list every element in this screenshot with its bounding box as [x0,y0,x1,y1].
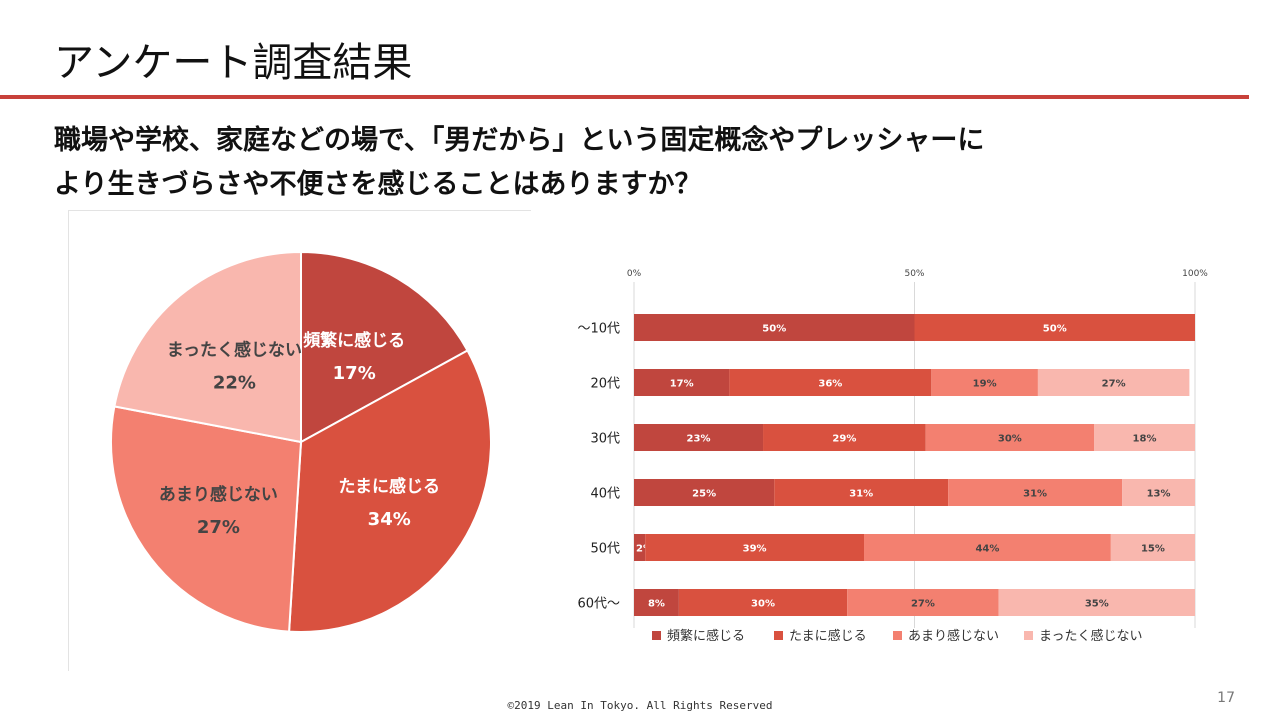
question-line-2: より生きづらさや不便さを感じることはありますか？ [54,169,702,200]
y-category-label: 20代 [590,377,620,392]
y-category-label: 40代 [590,487,620,502]
pie-slice-value-2: 34% [368,509,411,530]
pie-slice-label-4: まったく感じない [167,339,302,360]
legend-label: 頻繁に感じる [667,628,745,644]
y-category-label: 30代 [590,432,620,447]
legend-swatch [652,631,661,640]
bar-data-label: 27% [911,599,935,610]
bar-segment [914,314,1195,341]
bar-data-label: 50% [762,324,786,335]
legend-label: あまり感じない [908,628,999,644]
bar-segment [634,424,764,451]
pie-slice-value-4: 22% [213,372,256,393]
bar-segment [847,589,999,616]
copyright-footer: ©2019 Lean In Tokyo. All Rights Reserved [507,699,773,712]
legend-label: たまに感じる [789,628,867,644]
slide-title: アンケート調査結果 [54,40,413,86]
bar-segment [774,479,949,506]
bar-data-label: 50% [1043,324,1067,335]
bar-segment [1122,479,1195,506]
pie-slice-value-1: 17% [333,363,376,384]
bar-data-label: 30% [751,599,775,610]
bar-segment [729,369,932,396]
bar-segment [634,369,730,396]
bar-segment [925,424,1095,451]
bar-data-label: 23% [687,434,711,445]
pie-chart: 頻繁に感じる 17% たまに感じる 34% あまり感じない 27% まったく感じない 22% [110,250,492,633]
bar-data-label: 36% [818,379,842,390]
pie-slice-3 [110,405,303,633]
legend-swatch [1024,631,1033,640]
bar-data-label: 17% [670,379,694,390]
legend-swatch [774,631,783,640]
x-tick-label: 50% [904,269,924,279]
pie-slice-4 [113,250,302,444]
bar-data-label: 13% [1147,489,1171,500]
bar-segment [948,479,1123,506]
question-line-1: 職場や学校、家庭などの場で、「男だから」という固定概念やプレッシャーに [54,125,985,156]
pie-slice-1 [300,250,469,444]
bar-data-label: 15% [1141,544,1165,555]
bar-segment [678,589,848,616]
bar-segment [1037,369,1190,396]
bar-data-label: 25% [692,489,716,500]
bar-data-label: 29% [832,434,856,445]
bar-segment [763,424,926,451]
pie-slice-2 [288,349,492,633]
bar-segment [1094,424,1195,451]
x-tick-label: 100% [1182,269,1208,279]
pie-chart-panel: 頻繁に感じる 17% たまに感じる 34% あまり感じない 27% まったく感じない 22% [68,210,531,671]
bar-segment [634,479,775,506]
pie-slice-value-3: 27% [197,517,240,538]
bar-data-label: 8% [648,599,665,610]
bar-data-label: 2% [636,544,653,555]
title-divider [0,95,1249,99]
bar-segment [998,589,1195,616]
bar-segment [634,589,679,616]
pie-slice-label-1: 頻繁に感じる [302,330,405,351]
bar-data-label: 39% [743,544,767,555]
stacked-bar-chart: 0% 50% 100% ～10代 50% 50% 20代 17% 36% 19% 27% 30代 23%… [577,269,1208,644]
legend-label: まったく感じない [1039,628,1142,644]
bar-data-label: 35% [1085,599,1109,610]
bar-data-label: 30% [998,434,1022,445]
bar-data-label: 27% [1102,379,1126,390]
bar-segment [931,369,1038,396]
pie-slice-label-3: あまり感じない [159,484,278,505]
y-category-label: 50代 [590,542,620,557]
y-category-label: 60代～ [577,597,620,612]
bar-segment [1110,534,1195,561]
bar-data-label: 31% [849,489,873,500]
bar-data-label: 18% [1133,434,1157,445]
bar-segment [634,534,646,561]
pie-slice-label-2: たまに感じる [338,476,440,497]
bar-data-label: 44% [975,544,999,555]
bar-data-label: 31% [1023,489,1047,500]
bar-segment [864,534,1111,561]
y-category-label: ～10代 [577,322,620,337]
bar-segment [645,534,865,561]
legend-swatch [893,631,902,640]
x-tick-label: 0% [627,269,642,279]
page-number: 17 [1217,690,1235,706]
bar-data-label: 19% [973,379,997,390]
bar-segment [634,314,915,341]
